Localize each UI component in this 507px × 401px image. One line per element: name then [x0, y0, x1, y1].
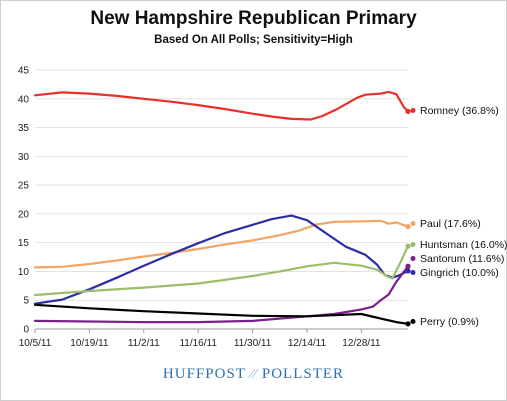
huffpost-pollster-logo: HUFFPOST ⁄⁄ POLLSTER	[0, 366, 507, 383]
x-tick-label: 12/28/11	[342, 338, 381, 349]
series-line-huntsman	[33, 245, 410, 297]
y-axis-ticks: 0 5 10 15 20 25 30 35 40 45	[18, 66, 30, 336]
y-tick-label: 40	[18, 94, 30, 105]
brand-separator-icon: ⁄⁄	[250, 367, 258, 382]
brand-right: POLLSTER	[261, 366, 345, 382]
series-line-perry	[33, 303, 410, 325]
x-tick-label: 10/19/11	[70, 338, 109, 349]
series-line-romney	[33, 90, 410, 121]
series-end-marker-huntsman	[405, 243, 411, 249]
series-line-paul	[33, 219, 410, 269]
y-tick-label: 20	[18, 209, 30, 220]
grid-lines	[35, 69, 408, 330]
series-label-romney: Romney (36.8%)	[420, 105, 499, 117]
series-end-marker-romney	[405, 108, 411, 115]
series-label-huntsman: Huntsman (16.0%)	[420, 239, 507, 251]
chart-title: New Hampshire Republican Primary	[90, 8, 417, 29]
series-labels: Romney (36.8%) Paul (17.6%) Gingrich (10.0…	[410, 105, 507, 328]
x-tick-label: 10/5/11	[19, 338, 52, 349]
y-tick-label: 10	[18, 267, 30, 278]
series-end-marker-paul	[405, 223, 411, 230]
brand-left: HUFFPOST	[162, 366, 246, 382]
series-label-marker-gingrich	[410, 270, 416, 275]
series-label-perry: Perry (0.9%)	[420, 316, 479, 328]
x-tick-label: 11/30/11	[234, 338, 272, 349]
series-end-marker-perry	[405, 321, 411, 327]
x-tick-label: 11/16/11	[179, 338, 217, 349]
y-tick-label: 0	[23, 325, 29, 336]
series-line-santorum	[33, 265, 410, 324]
x-tick-label: 11/2/11	[128, 338, 160, 349]
y-tick-label: 15	[18, 238, 30, 249]
y-tick-label: 30	[18, 152, 30, 163]
series-label-marker-perry	[410, 319, 416, 324]
series-label-paul: Paul (17.6%)	[420, 218, 481, 230]
chart-subtitle: Based On All Polls; Sensitivity=High	[154, 34, 353, 46]
x-tick-label: 12/14/11	[288, 338, 327, 349]
x-axis-ticks: 10/5/11 10/19/11 11/2/11 11/16/11 11/30/11 12…	[19, 329, 381, 349]
y-tick-label: 35	[18, 123, 30, 134]
series-label-santorum: Santorum (11.6%)	[420, 253, 504, 265]
series-label-marker-paul	[410, 221, 416, 226]
series-label-marker-santorum	[410, 256, 416, 261]
y-tick-label: 5	[23, 296, 29, 307]
series-end-marker-santorum	[405, 263, 411, 269]
series-label-marker-romney	[410, 108, 416, 113]
series-lines	[33, 90, 411, 327]
series-label-marker-huntsman	[410, 242, 416, 247]
y-tick-label: 25	[18, 181, 30, 192]
y-tick-label: 45	[18, 66, 30, 77]
series-label-gingrich: Gingrich (10.0%)	[420, 267, 499, 279]
